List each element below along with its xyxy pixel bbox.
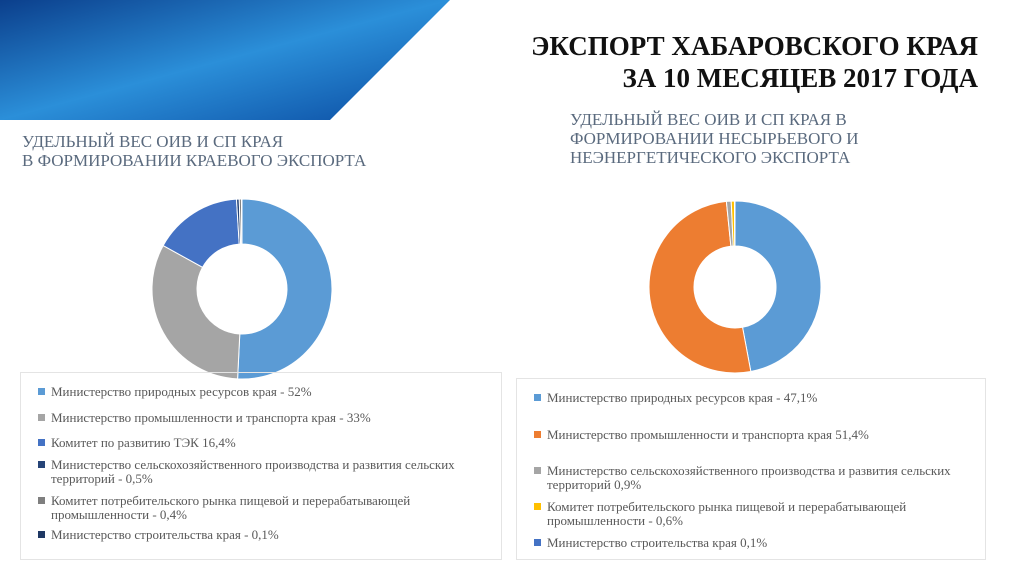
legend-swatch bbox=[534, 394, 541, 401]
chart-title-line: НЕЭНЕРГЕТИЧЕСКОГО ЭКСПОРТА bbox=[570, 148, 851, 167]
legend-entry: Министерство природных ресурсов края - 5… bbox=[38, 385, 493, 399]
legend-entry: Министерство сельскохозяйственного произ… bbox=[534, 464, 977, 492]
legend-entry: Министерство промышленности и транспорта… bbox=[534, 428, 977, 442]
legend-swatch bbox=[534, 539, 541, 546]
legend-entry: Комитет потребительского рынка пищевой и… bbox=[534, 500, 977, 528]
donut-slice bbox=[733, 200, 736, 247]
legend-swatch bbox=[38, 461, 45, 468]
legend-swatch bbox=[534, 467, 541, 474]
donut-slice bbox=[151, 244, 241, 380]
chart-title-line: УДЕЛЬНЫЙ ВЕС ОИВ И СП КРАЯ bbox=[22, 132, 284, 151]
legend-swatch bbox=[534, 431, 541, 438]
chart-title-line: ФОРМИРОВАНИИ НЕСЫРЬЕВОГО И bbox=[570, 129, 859, 148]
legend-entry: Комитет по развитию ТЭК 16,4% bbox=[38, 436, 493, 450]
legend-swatch bbox=[38, 388, 45, 395]
legend-entry: Министерство природных ресурсов края - 4… bbox=[534, 391, 977, 405]
chart-title-line: В ФОРМИРОВАНИИ КРАЕВОГО ЭКСПОРТА bbox=[22, 151, 367, 170]
donut-slice bbox=[734, 200, 822, 373]
header-decoration bbox=[0, 0, 450, 120]
legend-swatch bbox=[38, 497, 45, 504]
donut-slice bbox=[237, 198, 333, 380]
donut-slice bbox=[648, 200, 752, 374]
legend-entry: Министерство сельскохозяйственного произ… bbox=[38, 458, 493, 486]
legend: Министерство природных ресурсов края - 4… bbox=[516, 378, 986, 560]
title-line: ЗА 10 МЕСЯЦЕВ 2017 ГОДА bbox=[622, 63, 979, 93]
chart-title: УДЕЛЬНЫЙ ВЕС ОИВ И СП КРАЯ В ФОРМИРОВАНИИ… bbox=[22, 132, 366, 170]
title-line: ЭКСПОРТ ХАБАРОВСКОГО КРАЯ bbox=[531, 31, 978, 61]
legend-swatch bbox=[38, 439, 45, 446]
legend-swatch bbox=[38, 414, 45, 421]
legend-entry: Министерство строительства края 0,1% bbox=[534, 536, 977, 550]
chart-title: УДЕЛЬНЫЙ ВЕС ОИВ И СП КРАЯ В ФОРМИРОВАНИИ… bbox=[570, 110, 859, 167]
slide-title: ЭКСПОРТ ХАБАРОВСКОГО КРАЯ ЗА 10 МЕСЯЦЕВ … bbox=[531, 30, 978, 94]
chart-title-line: УДЕЛЬНЫЙ ВЕС ОИВ И СП КРАЯ В bbox=[570, 110, 847, 129]
legend-entry: Министерство промышленности и транспорта… bbox=[38, 411, 493, 425]
donut-slice bbox=[240, 198, 243, 245]
legend-swatch bbox=[534, 503, 541, 510]
legend: Министерство природных ресурсов края - 5… bbox=[20, 372, 502, 560]
legend-swatch bbox=[38, 531, 45, 538]
legend-entry: Комитет потребительского рынка пищевой и… bbox=[38, 494, 493, 522]
legend-entry: Министерство строительства края - 0,1% bbox=[38, 528, 493, 542]
